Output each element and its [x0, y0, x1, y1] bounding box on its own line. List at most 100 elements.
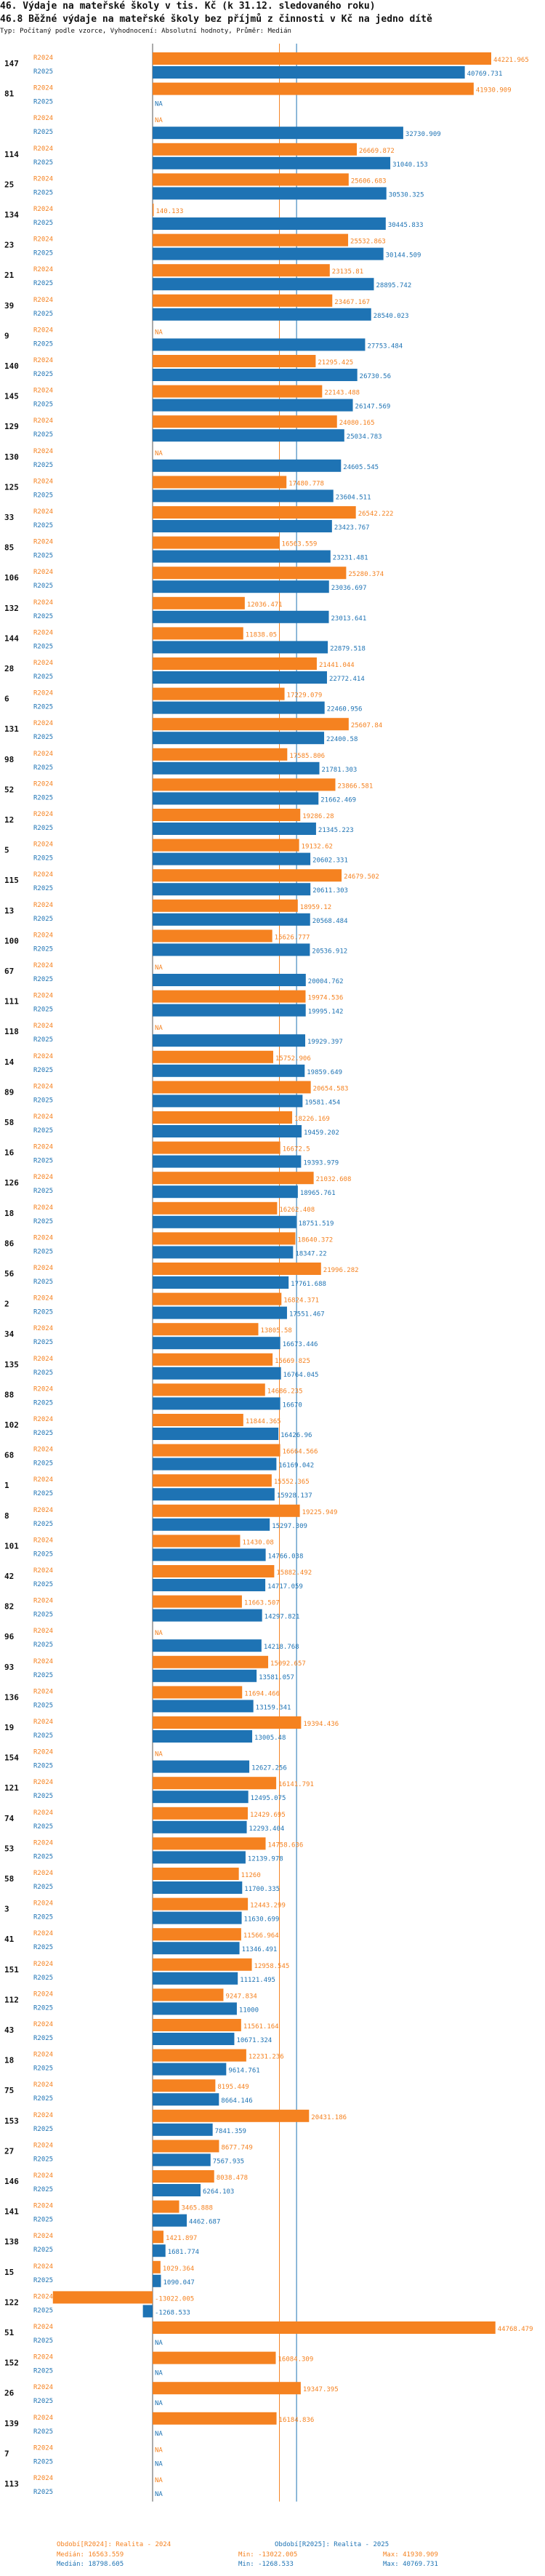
value-label-r2025: 7841.359 [215, 2128, 246, 2135]
bar-r2024 [153, 143, 358, 156]
series-label-2025: R2025 [33, 220, 53, 227]
bar-r2024 [153, 173, 349, 186]
value-label-r2024: 13805.58 [260, 1327, 291, 1335]
series-label-2024: R2024 [33, 236, 53, 244]
series-label-2024: R2024 [33, 206, 53, 213]
value-label-r2025: 40769.731 [467, 71, 503, 78]
category-label: 93 [4, 1663, 14, 1672]
bar-r2025 [153, 1457, 277, 1471]
series-label-2024: R2024 [33, 690, 53, 697]
bar-r2024 [153, 1474, 272, 1487]
value-label-r2024: 19974.536 [307, 995, 343, 1002]
bar-r2025 [153, 761, 320, 775]
value-label-r2024: 19347.395 [303, 2386, 339, 2393]
series-label-2025: R2025 [33, 1279, 53, 1286]
category-label: 135 [4, 1360, 19, 1369]
series-label-2024: R2024 [33, 1234, 53, 1241]
value-label-r2024: 26542.222 [358, 511, 394, 518]
value-label-r2025: 30530.325 [389, 191, 424, 199]
category-label: 52 [4, 785, 14, 794]
series-label-2025: R2025 [33, 159, 53, 167]
bar-r2024 [153, 1323, 259, 1336]
series-label-2025: R2025 [33, 1218, 53, 1225]
na-label: NA [155, 2460, 163, 2468]
series-label-2024: R2024 [33, 1779, 53, 1786]
series-label-2025: R2025 [33, 1521, 53, 1528]
na-label: NA [155, 1630, 163, 1637]
value-label-r2025: 18751.519 [299, 1220, 334, 1228]
bar-r2025 [153, 1911, 242, 1924]
category-label: 33 [4, 513, 14, 522]
series-label-2024: R2024 [33, 266, 53, 273]
category-label: 3 [4, 1905, 9, 1914]
series-label-2024: R2024 [33, 1961, 53, 1968]
value-label-r2024: 20654.583 [313, 1085, 349, 1092]
bar-r2025 [153, 1306, 287, 1319]
bar-r2024 [153, 1172, 314, 1185]
bar-r2024 [153, 415, 337, 428]
bar-r2025 [153, 2214, 187, 2227]
series-label-2024: R2024 [33, 932, 53, 939]
value-label-r2025: 22460.956 [327, 706, 363, 713]
bar-r2024 [153, 596, 245, 609]
value-label-r2025: 1681.774 [168, 2249, 199, 2256]
series-label-2024: R2024 [33, 751, 53, 758]
series-label-2025: R2025 [33, 1127, 53, 1135]
series-label-2024: R2024 [33, 85, 53, 92]
series-label-2025: R2025 [33, 945, 53, 953]
category-label: 129 [4, 422, 19, 431]
bar-r2024 [153, 1050, 274, 1063]
series-label-2025: R2025 [33, 2217, 53, 2224]
bar-r2025 [153, 2244, 166, 2257]
bar-r2025 [153, 641, 328, 654]
series-label-2024: R2024 [33, 2081, 53, 2089]
series-label-2024: R2024 [33, 1476, 53, 1484]
category-label: 121 [4, 1783, 19, 1793]
na-label: NA [155, 117, 163, 124]
series-label-2025: R2025 [33, 2186, 53, 2193]
na-label: NA [155, 2447, 163, 2454]
category-label: 41 [4, 1935, 15, 1944]
series-label-2025: R2025 [33, 129, 53, 136]
chart-subtitle: 46.8 Běžné výdaje na mateřské školy bez … [0, 14, 432, 25]
bar-r2024 [153, 1807, 248, 1820]
series-label-2024: R2024 [33, 2324, 53, 2331]
value-label-r2025: 22400.58 [326, 736, 358, 743]
na-label: NA [155, 450, 163, 457]
value-label-r2025: 23604.511 [336, 494, 371, 501]
value-label-r2025: 11346.491 [242, 1946, 278, 1953]
bar-r2025 [153, 399, 353, 412]
bar-r2024 [153, 2412, 277, 2425]
category-label: 23 [4, 241, 14, 250]
bar-r2024 [153, 1897, 249, 1911]
bar-r2024 [153, 2049, 246, 2062]
category-label: 34 [4, 1329, 15, 1339]
series-label-2025: R2025 [33, 1460, 53, 1468]
footer-min-2024: Min: -13022.005 [238, 2551, 298, 2559]
value-label-r2025: 11000 [239, 2007, 259, 2014]
value-label-r2024: 21441.044 [319, 662, 355, 669]
bar-r2025 [153, 701, 325, 714]
series-label-2025: R2025 [33, 2368, 53, 2375]
bar-r2025 [153, 550, 331, 563]
value-label-r2025: 9614.761 [228, 2068, 259, 2075]
series-label-2024: R2024 [33, 539, 53, 546]
series-label-2024: R2024 [33, 2233, 53, 2240]
series-label-2024: R2024 [33, 2052, 53, 2059]
bar-r2025 [153, 1215, 296, 1228]
category-label: 67 [4, 967, 14, 976]
value-label-r2025: 21781.303 [322, 767, 358, 774]
category-label: 130 [4, 452, 19, 462]
bar-r2024 [153, 2079, 216, 2092]
bar-r2025 [153, 852, 311, 865]
series-label-2025: R2025 [33, 1702, 53, 1709]
series-label-2024: R2024 [33, 841, 53, 849]
value-label-r2024: 3465.888 [182, 2205, 213, 2212]
value-label-r2024: 11566.964 [243, 1932, 279, 1940]
category-label: 58 [4, 1118, 14, 1127]
na-label: NA [155, 2491, 163, 2498]
value-label-r2025: 11121.495 [240, 1977, 275, 1984]
series-label-2024: R2024 [33, 569, 53, 576]
bar-r2025 [153, 1639, 262, 1652]
bar-r2025 [153, 1155, 302, 1168]
